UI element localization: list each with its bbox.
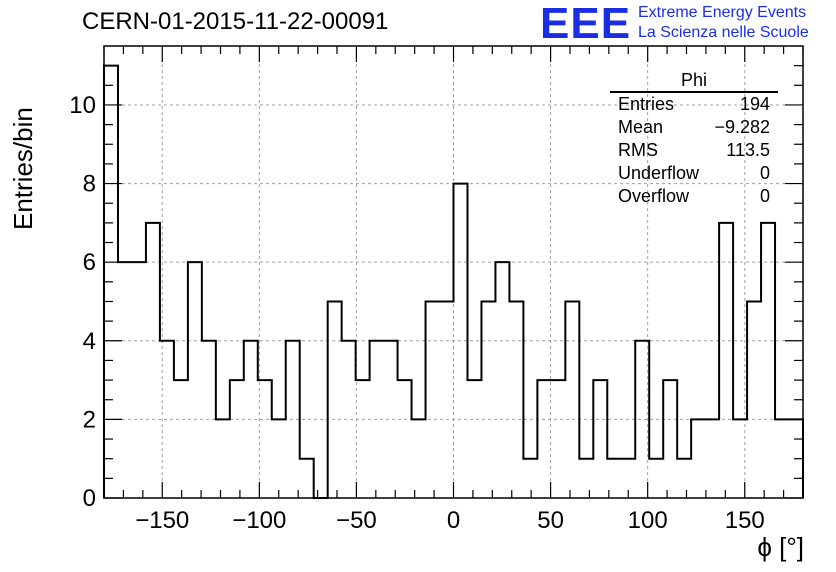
x-tick-label: −100 (232, 507, 286, 534)
stats-label: Overflow (618, 186, 690, 206)
axis-ticks (103, 46, 804, 499)
histogram-bin (523, 459, 537, 498)
x-tick-label: 100 (628, 507, 668, 534)
histogram-bin (565, 301, 579, 498)
stats-value: 0 (759, 163, 770, 183)
stats-row-mean: Mean −9.282 (610, 116, 778, 139)
histogram-bin (579, 459, 593, 498)
stats-row-overflow: Overflow 0 (610, 185, 778, 208)
stats-label: RMS (618, 140, 658, 160)
histogram-bin (118, 262, 132, 498)
histogram-bin (663, 380, 677, 498)
chart-title: CERN-01-2015-11-22-00091 (82, 8, 389, 35)
histogram-bin (537, 380, 551, 498)
histogram-bin (356, 380, 370, 498)
logo-text-line2: La Scienza nelle Scuole (638, 24, 809, 41)
logo-text-line1: Extreme Energy Events (638, 4, 807, 21)
histogram-bin (230, 380, 244, 498)
histogram-bin (761, 223, 775, 498)
y-tick-label: 6 (83, 249, 96, 276)
histogram-bin (258, 380, 272, 498)
histogram-bin (495, 262, 509, 498)
histogram-bin (747, 301, 761, 498)
histogram-bin (593, 380, 607, 498)
stats-value: 113.5 (726, 140, 770, 160)
histogram-bin (677, 459, 691, 498)
y-tick-label: 4 (83, 328, 96, 355)
histogram-bin (635, 341, 649, 498)
histogram-bin (440, 301, 454, 498)
histogram-series (103, 64, 804, 499)
histogram-bin (509, 301, 523, 498)
histogram-bin (146, 223, 160, 498)
stats-box: Phi Entries 194 Mean −9.282 RMS 113.5 Un… (610, 70, 778, 208)
histogram-bin (775, 419, 789, 498)
stats-row-entries: Entries 194 (610, 93, 778, 116)
histogram-step-line (103, 64, 804, 499)
stats-label: Underflow (618, 163, 700, 183)
y-tick-label: 8 (83, 171, 96, 198)
stats-value: 0 (759, 186, 770, 206)
stats-title: Phi (610, 70, 778, 93)
histogram-bin (705, 419, 719, 498)
x-tick-label: −50 (336, 507, 377, 534)
stats-value: −9.282 (714, 117, 770, 137)
y-tick-label: 2 (83, 406, 96, 433)
x-axis-label: ϕ [°] (757, 532, 804, 562)
histogram-bin (174, 380, 188, 498)
histogram-bin (719, 223, 733, 498)
histogram-bin (467, 380, 481, 498)
y-tick-label: 10 (69, 92, 96, 119)
histogram-bin (649, 459, 663, 498)
stats-row-underflow: Underflow 0 (610, 162, 778, 185)
stats-label: Mean (618, 117, 664, 137)
x-tick-label: 0 (447, 507, 460, 534)
histogram-bin (412, 419, 426, 498)
histogram-bin (342, 341, 356, 498)
histogram-bin (216, 419, 230, 498)
histogram-bin (691, 419, 705, 498)
x-tick-label: 150 (725, 507, 765, 534)
x-tick-label: 50 (537, 507, 564, 534)
histogram-bin (328, 301, 342, 498)
histogram-bin (272, 419, 286, 498)
histogram-bin (398, 380, 412, 498)
stats-row-rms: RMS 113.5 (610, 139, 778, 162)
histogram-bin (188, 262, 202, 498)
histogram-bin (300, 459, 314, 498)
histogram-bin (132, 262, 146, 498)
stats-value: 194 (739, 94, 770, 114)
histogram-bin (426, 301, 440, 498)
histogram-bin (551, 380, 565, 498)
histogram-bin (384, 341, 398, 498)
tick-labels: −150 −100 −50 0 50 100 150 0 2 4 6 8 10 (69, 92, 764, 534)
stats-label: Entries (618, 94, 675, 114)
x-tick-label: −150 (135, 507, 189, 534)
y-tick-label: 0 (83, 485, 96, 512)
eee-logo: EEE (540, 0, 632, 48)
histogram-bin (481, 301, 495, 498)
